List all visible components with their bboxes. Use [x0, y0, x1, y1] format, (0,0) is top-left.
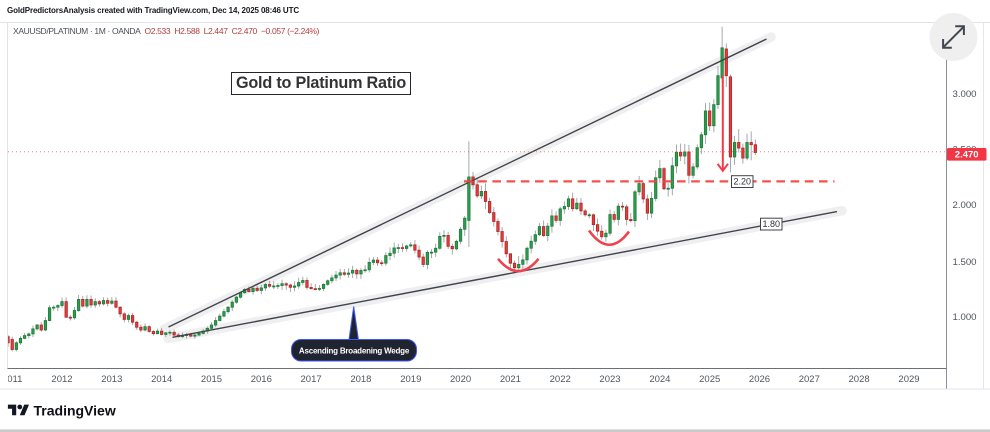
- svg-text:2.470: 2.470: [955, 150, 979, 161]
- svg-text:2.20: 2.20: [734, 177, 752, 187]
- svg-text:2025: 2025: [699, 374, 720, 385]
- svg-text:2024: 2024: [649, 374, 670, 385]
- svg-text:2016: 2016: [251, 374, 272, 385]
- svg-text:2023: 2023: [599, 374, 620, 385]
- svg-text:Ascending Broadening Wedge: Ascending Broadening Wedge: [299, 347, 410, 356]
- svg-text:2022: 2022: [550, 374, 571, 385]
- svg-text:1.000: 1.000: [953, 312, 977, 323]
- svg-text:2020: 2020: [450, 374, 471, 385]
- svg-text:2017: 2017: [301, 374, 322, 385]
- svg-text:1.80: 1.80: [763, 219, 781, 229]
- svg-text:2018: 2018: [350, 374, 371, 385]
- svg-text:TradingView: TradingView: [34, 402, 116, 418]
- svg-text:3.000: 3.000: [953, 89, 977, 100]
- svg-text:2012: 2012: [51, 374, 72, 385]
- svg-text:2029: 2029: [898, 374, 919, 385]
- svg-text:2019: 2019: [400, 374, 421, 385]
- svg-text:2026: 2026: [749, 374, 770, 385]
- svg-text:1.500: 1.500: [953, 257, 977, 268]
- svg-text:2021: 2021: [500, 374, 521, 385]
- svg-text:2028: 2028: [849, 374, 870, 385]
- svg-text:2013: 2013: [101, 374, 122, 385]
- svg-text:2027: 2027: [799, 374, 820, 385]
- svg-text:2014: 2014: [151, 374, 172, 385]
- svg-text:2011: 2011: [2, 374, 22, 385]
- svg-text:2.000: 2.000: [953, 200, 977, 211]
- svg-text:2015: 2015: [201, 374, 222, 385]
